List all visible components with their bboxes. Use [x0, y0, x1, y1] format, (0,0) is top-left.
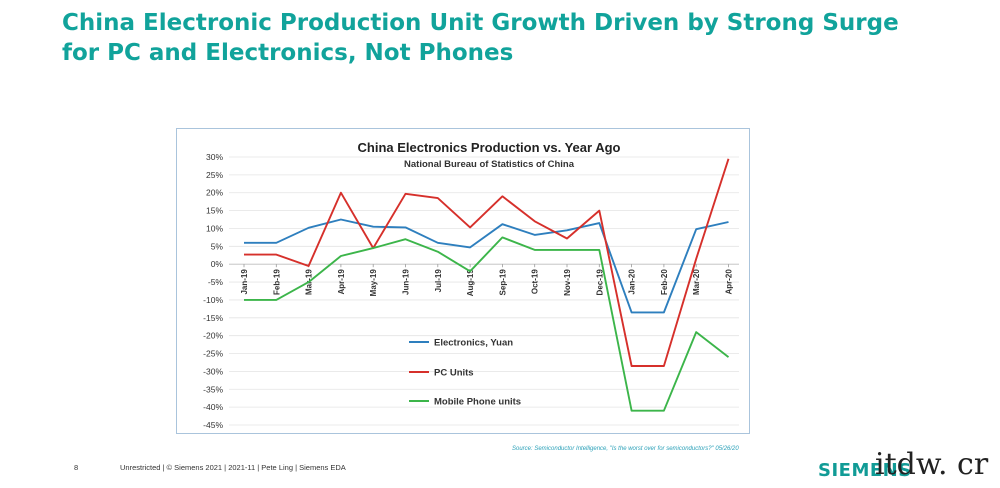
x-tick-label: Jun-19 [402, 269, 411, 295]
legend-label: Mobile Phone units [434, 397, 521, 408]
y-tick-label: -40% [203, 402, 223, 412]
y-tick-label: -5% [208, 277, 224, 287]
chart-subtitle: National Bureau of Statistics of China [404, 159, 575, 170]
y-tick-label: 15% [206, 206, 223, 216]
y-tick-label: -15% [203, 313, 223, 323]
legend-label: Electronics, Yuan [434, 338, 513, 349]
y-tick-label: -45% [203, 420, 223, 430]
watermark: itdw. cr [875, 447, 989, 482]
x-tick-label: Dec-19 [595, 269, 604, 296]
x-tick-label: Apr-20 [725, 269, 734, 295]
chart-container: China Electronics Production vs. Year Ag… [176, 128, 750, 434]
y-tick-label: 0% [211, 259, 224, 269]
x-tick-label: Feb-19 [272, 269, 281, 295]
y-tick-label: 25% [206, 170, 223, 180]
y-tick-label: 5% [211, 241, 224, 251]
slide-title: China Electronic Production Unit Growth … [62, 10, 899, 66]
legend-label: PC Units [434, 368, 474, 379]
chart-title: China Electronics Production vs. Year Ag… [358, 140, 621, 155]
x-tick-label: Oct-19 [531, 269, 540, 294]
x-tick-label: Nov-19 [563, 269, 572, 296]
x-tick-label: Jan-20 [628, 269, 637, 295]
y-tick-label: 10% [206, 223, 223, 233]
series-line-electronics-yuan [244, 218, 729, 314]
x-tick-label: Jan-19 [240, 269, 249, 295]
x-tick-label: Mar-20 [692, 269, 701, 295]
page-number: 8 [74, 463, 79, 472]
y-tick-label: 20% [206, 188, 223, 198]
y-tick-label: 30% [206, 152, 223, 162]
x-tick-label: Aug-19 [466, 269, 475, 297]
x-tick-label: Sep-19 [498, 269, 507, 296]
siemens-logo: SIEMENS [818, 460, 912, 481]
x-tick-label: May-19 [369, 269, 378, 297]
y-tick-label: -25% [203, 349, 223, 359]
y-tick-label: -20% [203, 331, 223, 341]
line-chart: China Electronics Production vs. Year Ag… [203, 140, 739, 430]
y-tick-label: -35% [203, 384, 223, 394]
x-tick-label: Feb-20 [660, 269, 669, 295]
y-tick-label: -30% [203, 366, 223, 376]
x-tick-label: Jul-19 [434, 269, 443, 293]
source-note: Source: Semiconductor Intelligence, "Is … [512, 446, 739, 452]
series-line-pc-units [244, 158, 730, 367]
series-line-mobile-phone-units [244, 236, 730, 412]
x-tick-label: Apr-19 [337, 269, 346, 295]
footer-text: Unrestricted | © Siemens 2021 | 2021-11 … [120, 463, 346, 472]
y-tick-label: -10% [203, 295, 223, 305]
